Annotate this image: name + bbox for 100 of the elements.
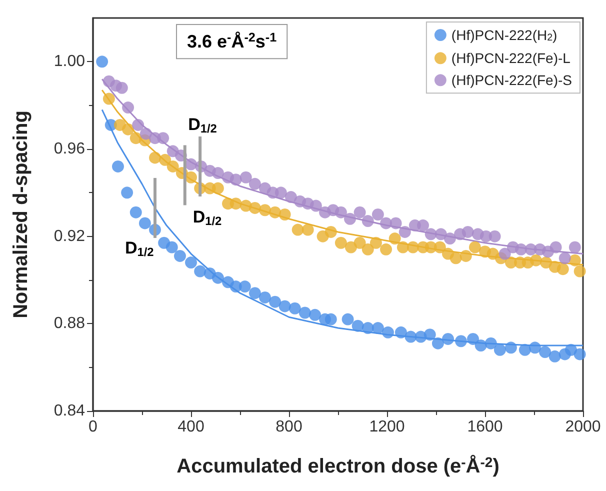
point <box>138 217 151 230</box>
point <box>498 248 511 260</box>
point <box>174 250 186 262</box>
point <box>284 191 297 204</box>
point <box>324 313 337 326</box>
point <box>468 241 481 254</box>
point <box>515 243 528 256</box>
point <box>269 206 282 218</box>
point <box>574 348 586 360</box>
point <box>354 236 366 249</box>
point <box>230 174 242 186</box>
point <box>132 118 144 131</box>
point <box>424 328 436 341</box>
point <box>116 82 128 94</box>
point <box>122 102 134 114</box>
point <box>494 344 506 356</box>
point <box>484 337 497 350</box>
point <box>432 337 444 350</box>
point <box>398 226 411 238</box>
point <box>394 326 407 338</box>
point <box>230 198 242 210</box>
point <box>102 92 115 105</box>
point <box>302 224 314 236</box>
point <box>259 291 271 304</box>
point <box>185 256 197 269</box>
point <box>460 250 472 262</box>
legend-label: (Hf)PCN-222(Fe)-S <box>451 72 572 88</box>
point <box>354 206 366 218</box>
y-axis-title: Normalized d-spacing <box>10 110 32 318</box>
point <box>248 202 261 214</box>
point <box>121 186 134 199</box>
point <box>382 326 394 338</box>
point <box>574 265 586 278</box>
point <box>96 56 108 68</box>
x-tick-label: 0 <box>88 418 98 436</box>
point <box>342 313 354 326</box>
point <box>474 340 487 352</box>
point <box>558 252 571 264</box>
point <box>362 243 374 256</box>
point <box>140 128 152 140</box>
point <box>568 241 581 254</box>
point <box>372 322 384 334</box>
point <box>528 342 541 354</box>
point <box>324 226 337 238</box>
point <box>274 186 287 199</box>
point <box>157 132 170 144</box>
point <box>308 308 321 321</box>
point <box>444 232 456 245</box>
point <box>450 252 462 264</box>
point <box>248 287 261 300</box>
x-tick-label: 800 <box>276 418 302 436</box>
point <box>530 254 542 266</box>
point <box>388 232 401 245</box>
point <box>442 332 454 345</box>
point <box>518 344 531 356</box>
point <box>424 228 437 240</box>
point <box>344 241 357 254</box>
point <box>504 342 517 354</box>
point <box>556 263 569 276</box>
x-tick-label: 1600 <box>467 418 503 436</box>
point <box>390 217 402 230</box>
legend-label: (Hf)PCN-222(Fe)-L <box>451 50 571 66</box>
point <box>278 300 291 312</box>
point <box>550 241 562 254</box>
point <box>269 296 282 308</box>
point <box>112 160 124 172</box>
point <box>238 280 251 293</box>
point <box>488 230 501 242</box>
point <box>159 154 172 166</box>
point <box>404 330 417 343</box>
point <box>380 217 392 230</box>
x-tick-label: 400 <box>178 418 204 436</box>
point <box>278 208 291 220</box>
point <box>362 322 374 334</box>
point <box>344 212 356 225</box>
y-tick-label: 0.92 <box>54 228 86 245</box>
point <box>248 178 261 190</box>
point <box>568 254 581 266</box>
point <box>288 302 301 314</box>
point <box>362 215 374 228</box>
point <box>334 236 347 249</box>
point <box>310 200 322 212</box>
point <box>565 344 577 356</box>
point <box>467 332 479 345</box>
point <box>548 350 561 362</box>
point <box>434 241 446 254</box>
point <box>185 171 197 184</box>
point <box>434 228 447 240</box>
point <box>396 241 409 254</box>
point <box>539 346 552 358</box>
point <box>212 272 224 284</box>
point <box>370 236 382 249</box>
y-tick-label: 0.88 <box>54 315 86 332</box>
point <box>212 167 224 180</box>
point <box>292 224 304 236</box>
point <box>372 208 384 220</box>
point <box>130 206 142 218</box>
point <box>298 306 311 319</box>
point <box>166 160 179 172</box>
point <box>417 219 430 232</box>
